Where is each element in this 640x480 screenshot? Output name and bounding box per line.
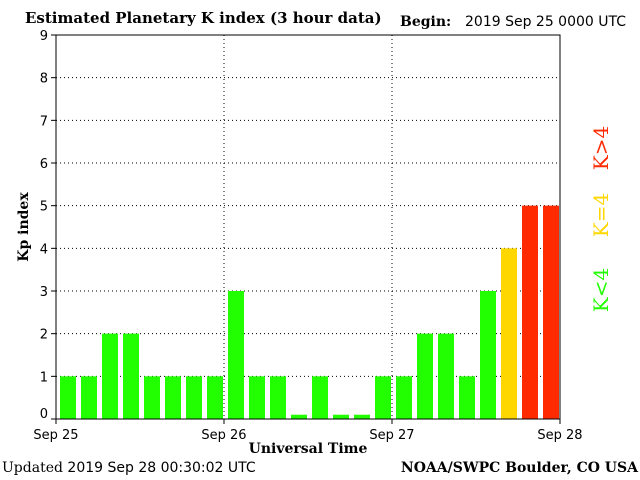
y-tick-label: 9 xyxy=(40,29,48,44)
kp-bar xyxy=(165,376,181,419)
kp-bar xyxy=(333,414,349,419)
plot-frame xyxy=(55,34,561,420)
y-tick-label: 5 xyxy=(40,200,48,215)
kp-bar xyxy=(459,376,475,419)
grid-lines xyxy=(56,35,560,419)
kp-bar xyxy=(312,376,328,419)
kp-bar xyxy=(417,333,433,419)
y-tick-label: 1 xyxy=(40,370,48,385)
legend-label: K>4 xyxy=(589,126,613,170)
kp-bar xyxy=(438,333,454,419)
x-tick-label: Sep 26 xyxy=(201,428,246,443)
kp-bar xyxy=(543,205,559,419)
kp-bar xyxy=(123,333,139,419)
kp-bar xyxy=(270,376,286,419)
updated-label: Updated xyxy=(2,460,63,476)
y-tick-label: 2 xyxy=(40,328,48,343)
legend: K<4 K=4 K>4 xyxy=(589,126,613,312)
y-tick-label: 7 xyxy=(40,114,48,129)
x-axis-label: Universal Time xyxy=(249,441,368,457)
kp-bar xyxy=(249,376,265,419)
kp-bar xyxy=(291,414,307,419)
updated-line: Updated 2019 Sep 28 00:30:02 UTC xyxy=(2,460,256,476)
kp-bar xyxy=(81,376,97,419)
y-tick-label: 0 xyxy=(40,407,48,422)
x-tick-label: Sep 27 xyxy=(369,428,414,443)
x-tick-label: Sep 25 xyxy=(33,428,78,443)
y-tick-label: 8 xyxy=(40,72,48,87)
kp-bar xyxy=(501,248,517,419)
y-tick-label: 6 xyxy=(40,157,48,172)
kp-bar xyxy=(354,414,370,419)
updated-value: 2019 Sep 28 00:30:02 UTC xyxy=(67,460,256,476)
begin-value: 2019 Sep 25 0000 UTC xyxy=(465,14,627,30)
y-axis: 0 1 2 3 4 5 6 7 8 9 xyxy=(40,29,56,422)
bars xyxy=(60,205,559,419)
kp-bar xyxy=(102,333,118,419)
x-tick-label: Sep 28 xyxy=(537,428,582,443)
kp-bar xyxy=(396,376,412,419)
legend-label: K<4 xyxy=(589,268,613,312)
y-axis-label: Kp index xyxy=(16,192,32,262)
kp-bar xyxy=(228,291,244,419)
credit: NOAA/SWPC Boulder, CO USA xyxy=(400,460,638,476)
begin-label: Begin: xyxy=(400,14,452,30)
kp-bar xyxy=(207,376,223,419)
y-tick-label: 3 xyxy=(40,285,48,300)
kp-bar xyxy=(480,291,496,419)
y-tick-label: 4 xyxy=(40,242,48,257)
kp-bar xyxy=(60,376,76,419)
kp-bar xyxy=(375,376,391,419)
kp-bar xyxy=(186,376,202,419)
kp-bar xyxy=(144,376,160,419)
x-axis: Sep 25 Sep 26 Sep 27 Sep 28 xyxy=(33,419,583,443)
chart-title: Estimated Planetary K index (3 hour data… xyxy=(25,9,382,27)
legend-label: K=4 xyxy=(589,193,613,237)
kp-bar xyxy=(522,205,538,419)
